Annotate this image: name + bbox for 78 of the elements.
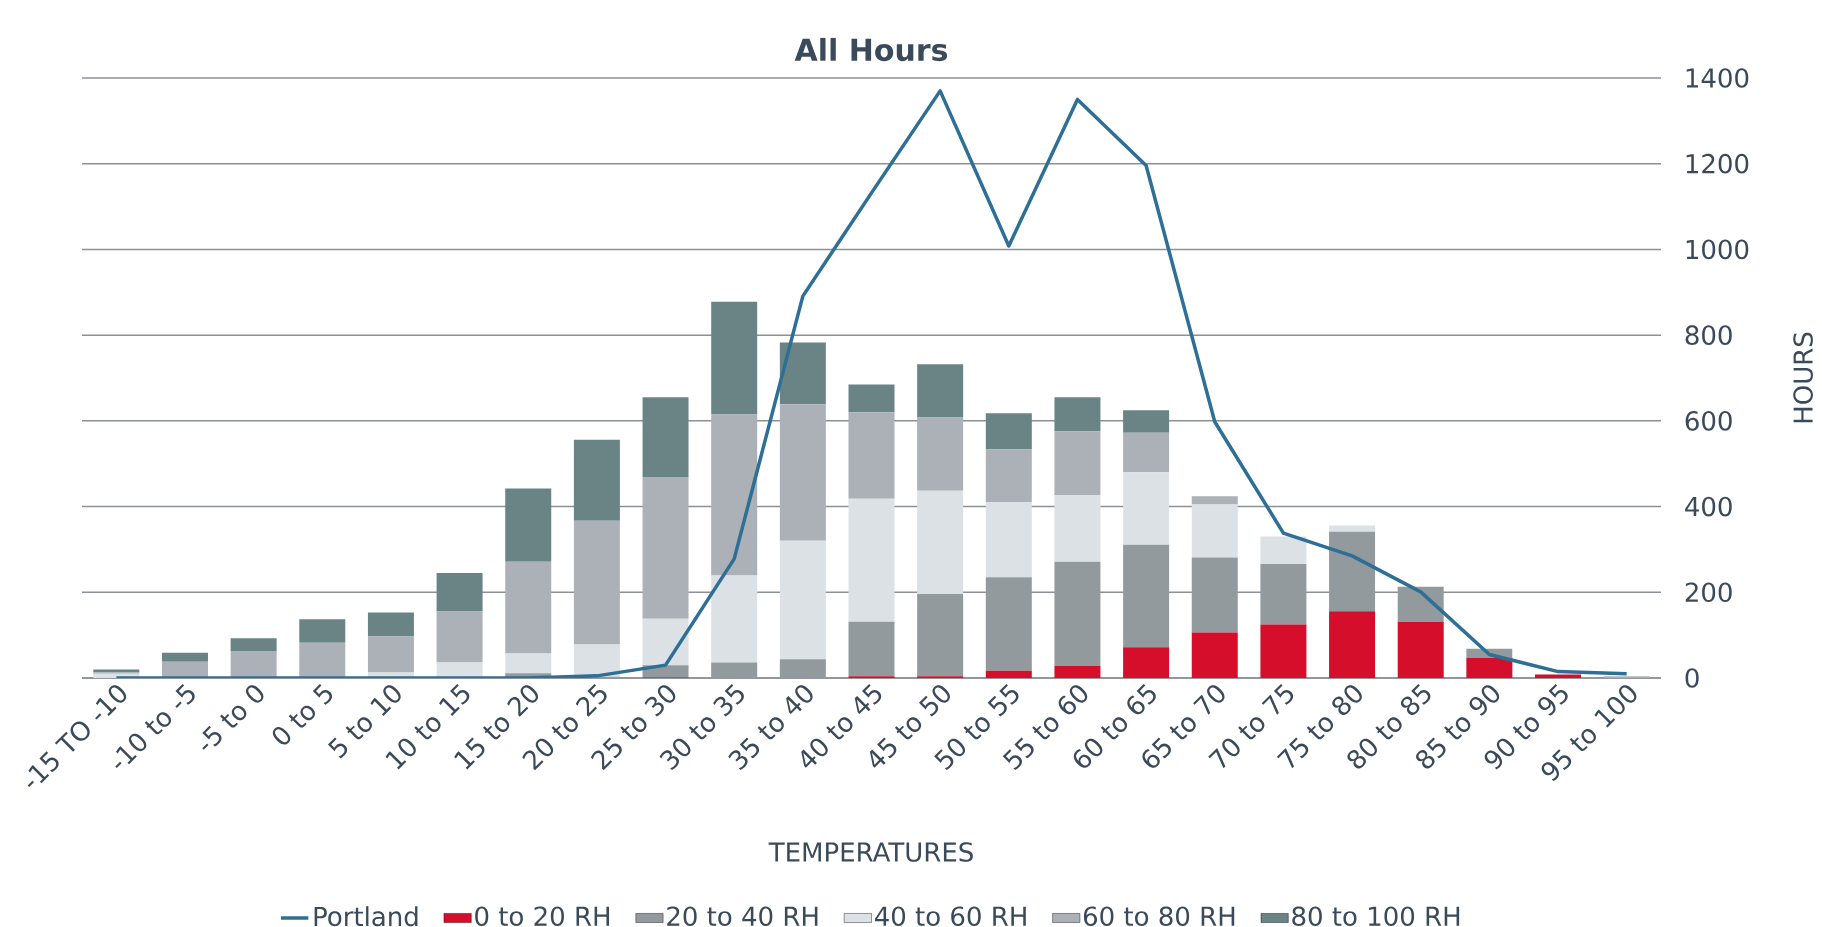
- bar: [505, 561, 552, 654]
- bar: [985, 577, 1032, 671]
- y-axis-title: HOURS: [1793, 332, 1813, 423]
- bar: [367, 636, 414, 673]
- bar: [848, 498, 895, 622]
- bar: [505, 653, 552, 674]
- x-axis-title: TEMPERATURES: [768, 842, 973, 862]
- bar: [779, 404, 826, 541]
- bar: [917, 490, 964, 594]
- y-tick-label: 600: [1685, 411, 1732, 431]
- legend-label: Portland: [314, 906, 418, 927]
- bar: [299, 619, 346, 643]
- bar: [985, 413, 1032, 450]
- bar: [711, 575, 758, 663]
- bar: [642, 397, 689, 477]
- bar: [1123, 544, 1170, 648]
- bar: [848, 412, 895, 499]
- y-tick-label: 1400: [1686, 68, 1749, 88]
- bar: [505, 488, 552, 562]
- bar: [848, 384, 895, 413]
- bar: [917, 417, 964, 491]
- bar: [1054, 431, 1101, 495]
- bar: [1191, 496, 1238, 505]
- bar: [367, 612, 414, 637]
- bar: [1397, 621, 1444, 678]
- y-tick-label: 1200: [1686, 153, 1749, 174]
- legend-label: 60 to 80 RH: [1083, 906, 1235, 927]
- bar: [1260, 536, 1307, 564]
- y-tick-label: 800: [1685, 325, 1732, 345]
- bar: [642, 618, 689, 666]
- bar: [1123, 472, 1170, 545]
- bar: [985, 670, 1032, 678]
- y-tick-label: 0: [1685, 668, 1699, 688]
- bar: [573, 644, 620, 677]
- bar: [779, 342, 826, 405]
- x-tick-label: -5 to 0: [202, 685, 264, 750]
- bar: [573, 439, 620, 521]
- bar: [436, 611, 483, 663]
- bar: [161, 652, 208, 662]
- bar: [436, 573, 483, 612]
- bar: [1329, 611, 1376, 678]
- bar: [1191, 557, 1238, 633]
- y-tick-label: 200: [1685, 582, 1732, 603]
- bar: [230, 638, 277, 651]
- bar: [1260, 564, 1307, 625]
- bar: [1054, 397, 1101, 432]
- bar: [1397, 586, 1444, 622]
- bar: [1123, 647, 1170, 678]
- y-tick-label: 400: [1685, 496, 1732, 517]
- bar: [985, 502, 1032, 578]
- bar: [711, 301, 758, 415]
- bar: [1054, 561, 1101, 666]
- legend-label: 20 to 40 RH: [667, 906, 818, 927]
- bar: [848, 621, 895, 677]
- bar: [711, 414, 758, 576]
- legend-label: 40 to 60 RH: [874, 906, 1026, 927]
- bar: [230, 651, 277, 678]
- bar: [985, 449, 1032, 503]
- bar: [642, 477, 689, 619]
- legend-label: 0 to 20 RH: [475, 906, 610, 927]
- bar: [917, 364, 964, 418]
- y-tick-label: 1000: [1686, 239, 1749, 260]
- bar: [1123, 410, 1170, 433]
- bar: [1191, 504, 1238, 558]
- chart-title: All Hours: [794, 37, 948, 62]
- bar: [1466, 657, 1513, 678]
- bar: [1054, 495, 1101, 562]
- bar: [1329, 531, 1376, 612]
- bar: [1054, 666, 1101, 678]
- bar: [1191, 632, 1238, 678]
- bar: [573, 520, 620, 645]
- bar: [1329, 525, 1376, 532]
- bar: [779, 540, 826, 660]
- bar: [1260, 624, 1307, 678]
- legend-label: 80 to 100 RH: [1292, 906, 1460, 927]
- bar: [1123, 432, 1170, 473]
- bar: [917, 594, 964, 677]
- bar: [299, 642, 346, 678]
